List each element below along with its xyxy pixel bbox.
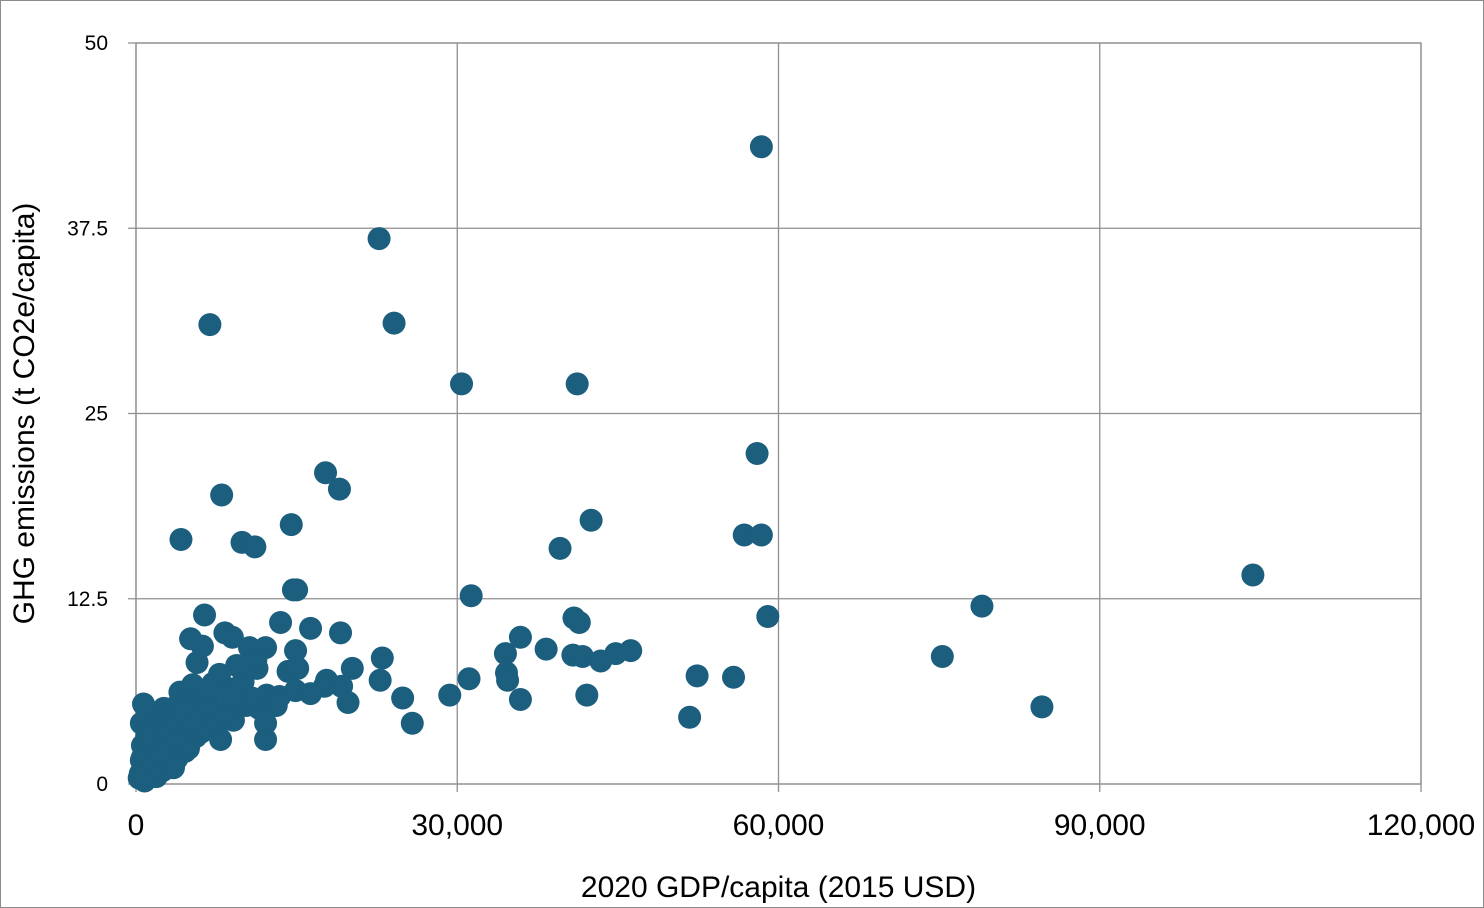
data-point xyxy=(567,610,591,634)
y-axis-ticks: 0 12.5 25 37.5 50 xyxy=(67,32,108,796)
data-point xyxy=(254,711,278,735)
data-point xyxy=(930,645,954,669)
data-point xyxy=(327,477,351,501)
x-axis-ticks: 0 30,000 60,000 90,000 120,000 xyxy=(128,809,1476,842)
x-tick-label: 120,000 xyxy=(1367,809,1475,842)
x-tick-label: 60,000 xyxy=(733,809,825,842)
x-axis-title: 2020 GDP/capita (2015 USD) xyxy=(581,871,976,904)
data-point xyxy=(264,693,288,717)
data-point xyxy=(299,682,323,706)
data-point xyxy=(210,483,234,507)
data-point xyxy=(571,645,595,669)
data-point xyxy=(285,578,309,602)
data-point xyxy=(243,535,267,559)
data-point xyxy=(230,655,254,679)
data-point xyxy=(534,637,558,661)
data-point xyxy=(284,639,308,663)
data-point xyxy=(367,227,391,251)
y-tick-label: 50 xyxy=(85,32,108,55)
data-point xyxy=(329,621,353,645)
data-point xyxy=(579,508,603,532)
y-tick-label: 0 xyxy=(96,773,108,796)
data-point xyxy=(340,656,364,680)
data-point xyxy=(575,683,599,707)
data-point xyxy=(220,625,244,649)
data-point xyxy=(169,527,193,551)
data-point xyxy=(400,711,424,735)
data-point xyxy=(457,667,481,691)
data-point xyxy=(279,513,303,537)
data-point xyxy=(336,690,360,714)
data-point xyxy=(185,650,209,674)
x-tick-label: 0 xyxy=(128,809,145,842)
data-point xyxy=(496,668,520,692)
data-point xyxy=(722,665,746,689)
data-point xyxy=(685,664,709,688)
data-point xyxy=(749,135,773,159)
data-point xyxy=(508,688,532,712)
x-tick-label: 30,000 xyxy=(411,809,503,842)
data-point xyxy=(745,442,769,466)
data-point xyxy=(438,683,462,707)
data-point xyxy=(493,642,517,666)
data-point xyxy=(208,662,232,686)
y-tick-label: 12.5 xyxy=(67,588,108,611)
data-point xyxy=(756,605,780,629)
plot-area-border xyxy=(135,42,1422,785)
data-point xyxy=(133,769,157,793)
data-point xyxy=(299,616,323,640)
data-point xyxy=(565,372,589,396)
data-point xyxy=(254,728,278,752)
y-axis-title: GHG emissions (t CO2e/capita) xyxy=(8,203,41,625)
data-point xyxy=(749,523,773,547)
data-point xyxy=(286,656,310,680)
data-point xyxy=(382,311,406,335)
data-point xyxy=(678,705,702,729)
y-tick-label: 37.5 xyxy=(67,217,108,240)
data-point xyxy=(1241,563,1265,587)
data-point xyxy=(548,536,572,560)
y-tick-label: 25 xyxy=(85,403,108,426)
data-point xyxy=(161,756,185,780)
data-point xyxy=(459,584,483,608)
data-point xyxy=(508,625,532,649)
data-point xyxy=(368,668,392,692)
data-point xyxy=(198,313,222,337)
x-tick-label: 90,000 xyxy=(1054,809,1146,842)
data-point xyxy=(391,686,415,710)
data-point xyxy=(732,523,756,547)
data-point xyxy=(970,594,994,618)
data-point xyxy=(1030,695,1054,719)
data-point xyxy=(450,372,474,396)
data-point xyxy=(269,610,293,634)
data-point xyxy=(193,603,217,627)
data-point xyxy=(314,461,338,485)
data-point xyxy=(182,711,206,735)
data-point xyxy=(589,649,613,673)
data-point xyxy=(370,646,394,670)
data-points xyxy=(127,135,1265,793)
